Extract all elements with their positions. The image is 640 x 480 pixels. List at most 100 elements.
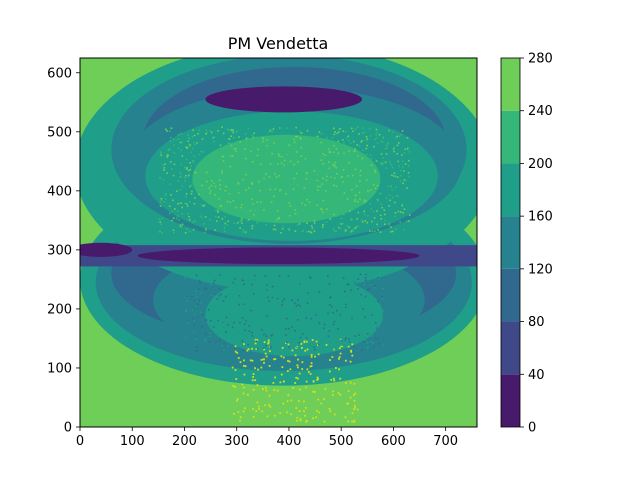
speckle-bright — [297, 400, 300, 402]
speckle-lower — [244, 329, 246, 332]
speckle — [295, 126, 297, 129]
speckle — [349, 194, 351, 196]
speckle-lower — [201, 314, 204, 316]
speckle-lower — [364, 277, 367, 279]
speckle-lower — [313, 349, 316, 351]
speckle — [237, 182, 240, 185]
speckle — [273, 195, 275, 198]
speckle — [328, 161, 330, 163]
speckle — [343, 152, 346, 154]
speckle-bright — [276, 389, 279, 392]
speckle — [346, 187, 349, 190]
speckle-lower — [210, 304, 212, 307]
speckle — [388, 224, 390, 226]
speckle — [379, 214, 382, 217]
speckle-lower — [325, 299, 328, 301]
speckle-lower — [351, 299, 354, 302]
speckle — [390, 230, 392, 233]
speckle — [180, 149, 183, 151]
speckle — [261, 137, 264, 140]
speckle-bright — [317, 353, 320, 356]
speckle — [338, 147, 340, 150]
speckle — [301, 230, 303, 233]
speckle-lower — [355, 326, 358, 329]
x-tick-label: 0 — [76, 434, 84, 449]
speckle — [219, 188, 222, 190]
speckle — [200, 150, 202, 153]
speckle-lower — [320, 331, 322, 333]
speckle — [244, 157, 247, 160]
speckle — [367, 186, 370, 188]
speckle-lower — [377, 338, 379, 340]
speckle — [282, 191, 284, 194]
speckle — [190, 184, 193, 187]
speckle-bright — [267, 342, 270, 345]
speckle — [186, 205, 189, 207]
speckle — [330, 174, 333, 177]
speckle-bright — [339, 377, 342, 380]
speckle — [320, 207, 322, 210]
speckle — [222, 132, 225, 135]
speckle — [200, 215, 202, 218]
speckle — [253, 213, 255, 216]
speckle — [345, 157, 347, 160]
speckle — [342, 169, 345, 171]
speckle-bright — [320, 402, 323, 405]
speckle-bright — [290, 399, 293, 402]
speckle — [329, 205, 331, 208]
speckle-bright — [298, 410, 301, 412]
speckle — [347, 135, 350, 138]
speckle-lower — [218, 319, 221, 321]
speckle — [328, 167, 331, 170]
speckle — [201, 216, 204, 219]
speckle — [286, 208, 289, 210]
speckle — [384, 161, 387, 164]
speckle — [184, 232, 187, 234]
speckle — [212, 180, 215, 183]
speckle — [257, 220, 259, 223]
speckle — [187, 137, 190, 139]
colorbar-band-160 — [501, 163, 520, 217]
speckle — [238, 160, 241, 162]
speckle-lower — [205, 319, 208, 321]
speckle-lower — [276, 297, 279, 300]
speckle-bright — [291, 349, 294, 352]
speckle — [302, 156, 305, 159]
speckle — [406, 187, 408, 189]
speckle — [338, 128, 341, 130]
speckle — [278, 180, 281, 183]
speckle-lower — [357, 278, 359, 280]
speckle — [294, 215, 297, 217]
speckle — [333, 157, 335, 160]
speckle-lower — [270, 334, 273, 337]
speckle — [367, 214, 369, 217]
speckle-bright — [242, 364, 245, 367]
speckle — [322, 211, 324, 214]
speckle — [376, 142, 379, 145]
speckle — [313, 230, 316, 232]
speckle — [356, 159, 358, 162]
speckle-lower — [197, 288, 200, 291]
speckle — [280, 231, 282, 234]
speckle — [210, 190, 212, 192]
speckle — [261, 185, 264, 188]
speckle-lower — [295, 305, 298, 307]
speckle — [245, 136, 248, 139]
speckle — [373, 145, 375, 148]
speckle — [352, 204, 355, 207]
speckle — [236, 140, 238, 143]
speckle — [272, 228, 275, 231]
speckle — [184, 166, 186, 169]
speckle — [229, 142, 232, 145]
speckle — [211, 179, 213, 182]
speckle — [219, 195, 222, 198]
speckle-bright — [244, 407, 246, 410]
speckle — [241, 222, 243, 225]
speckle-bright — [306, 348, 309, 351]
speckle — [219, 144, 222, 147]
speckle — [310, 231, 313, 234]
speckle-bright — [341, 346, 344, 348]
speckle-bright — [238, 419, 241, 422]
speckle — [248, 187, 250, 189]
